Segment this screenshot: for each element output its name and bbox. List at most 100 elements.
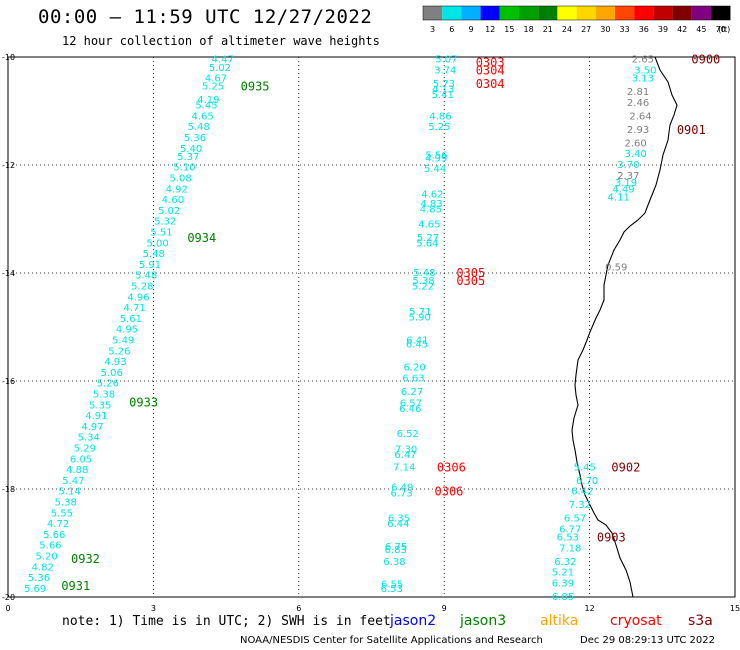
swh-value: 3.74 bbox=[434, 66, 456, 77]
swh-value: 5.41 bbox=[432, 90, 454, 101]
swh-value: 5.32 bbox=[154, 217, 176, 228]
pass-time-label: 0903 bbox=[597, 531, 626, 545]
y-tick-label: -10 bbox=[2, 53, 15, 62]
swh-value: 5.20 bbox=[35, 552, 57, 563]
colorbar-label: 27 bbox=[581, 25, 591, 34]
swh-value: 4.72 bbox=[47, 519, 69, 530]
footer-note: note: 1) Time is in UTC; 2) SWH is in fe… bbox=[62, 614, 391, 629]
swh-value: 5.07 bbox=[435, 55, 457, 66]
swh-value: 5.22 bbox=[412, 282, 434, 293]
swh-value: 4.91 bbox=[85, 411, 107, 422]
legend-entry-s3a: s3a bbox=[688, 613, 713, 629]
swh-value: 5.38 bbox=[55, 498, 77, 509]
swh-value: 5.45 bbox=[574, 462, 596, 473]
colorbar-swatch bbox=[577, 6, 596, 20]
swh-value: 4.11 bbox=[608, 192, 630, 203]
swh-value: 2.93 bbox=[627, 125, 649, 136]
x-tick-label: 12 bbox=[585, 604, 595, 613]
chart-footer: note: 1) Time is in UTC; 2) SWH is in fe… bbox=[62, 613, 715, 646]
pass-time-label: 0900 bbox=[691, 53, 720, 67]
y-tick-label: -20 bbox=[2, 593, 15, 602]
colorbar-swatch bbox=[442, 6, 461, 20]
colorbar-label: 42 bbox=[677, 25, 687, 34]
pass-time-labels: 0935093409330932093103030304030403050305… bbox=[61, 53, 720, 594]
chart-canvas: 3 6 9 12 15 18 21 24 27 30 33 36 39 42 45 70(ft) 0 3 6 9 12… bbox=[0, 0, 740, 650]
swh-value: 6.52 bbox=[397, 429, 419, 440]
swh-value: 5.00 bbox=[146, 238, 168, 249]
colorbar-label: 39 bbox=[658, 25, 668, 34]
swh-value: 5.35 bbox=[89, 400, 111, 411]
swh-value: 5.55 bbox=[51, 508, 73, 519]
colorbar-label: 6 bbox=[449, 25, 454, 34]
swh-value: 4.85 bbox=[420, 204, 442, 215]
swh-value: 5.08 bbox=[169, 174, 191, 185]
colorbar-swatch bbox=[461, 6, 480, 20]
legend-entry-cryosat: cryosat bbox=[610, 613, 662, 629]
swh-value: 4.65 bbox=[418, 219, 440, 230]
swh-value: 5.44 bbox=[424, 164, 446, 175]
swh-value: 5.47 bbox=[62, 476, 84, 487]
swh-value: 4.93 bbox=[104, 357, 126, 368]
swh-value: 2.81 bbox=[627, 87, 649, 98]
x-tick-label: 3 bbox=[151, 604, 156, 613]
swh-value: 6.27 bbox=[401, 387, 423, 398]
colorbar-swatch bbox=[481, 6, 500, 20]
swh-value: 4.60 bbox=[162, 195, 184, 206]
swh-value: 5.69 bbox=[24, 584, 46, 595]
swh-value: 4.96 bbox=[127, 292, 149, 303]
swh-value: 2.65 bbox=[632, 55, 654, 66]
swh-value: 4.65 bbox=[191, 111, 213, 122]
colorbar-unit: (ft) bbox=[718, 25, 730, 34]
swh-value: 7.18 bbox=[559, 543, 581, 554]
swh-value: 5.49 bbox=[112, 336, 134, 347]
pass-time-label: 0304 bbox=[476, 77, 505, 91]
colorbar-label: 12 bbox=[485, 25, 495, 34]
swh-value: 5.36 bbox=[184, 133, 206, 144]
swh-value: 2.46 bbox=[627, 98, 649, 109]
colorbar-swatch bbox=[557, 6, 576, 20]
swh-value: 6.57 bbox=[564, 514, 586, 525]
legend-entry-jason2: jason2 bbox=[389, 613, 436, 629]
swh-value: 6.39 bbox=[552, 579, 574, 590]
swh-value: 5.02 bbox=[158, 206, 180, 217]
colorbar-swatch bbox=[653, 6, 672, 20]
swh-value: 4.86 bbox=[429, 111, 451, 122]
swh-value: 6.70 bbox=[576, 476, 598, 487]
swh-value: 6.38 bbox=[383, 557, 405, 568]
swh-value: 3.40 bbox=[625, 149, 647, 160]
swh-value: 6.83 bbox=[385, 545, 407, 556]
swh-value: 5.25 bbox=[202, 82, 224, 93]
swh-value: 5.28 bbox=[131, 282, 153, 293]
swh-value: 5.37 bbox=[177, 152, 199, 163]
colorbar-swatch bbox=[596, 6, 615, 20]
swh-value: 5.29 bbox=[74, 444, 96, 455]
swh-value: 6.53 bbox=[557, 533, 579, 544]
pass-time-label: 0304 bbox=[476, 64, 505, 78]
axis-ticks: 0 3 6 9 12 15 -10 -12 -14 -16 -18 -20 bbox=[2, 53, 740, 613]
y-tick-label: -16 bbox=[2, 377, 15, 386]
swh-value: 5.14 bbox=[58, 487, 80, 498]
colorbar-swatch bbox=[423, 6, 442, 20]
swh-value: 6.32 bbox=[554, 557, 576, 568]
pass-time-label: 0306 bbox=[437, 460, 466, 474]
swh-value: 2.64 bbox=[629, 111, 651, 122]
x-tick-label: 6 bbox=[296, 604, 301, 613]
colorbar-swatch bbox=[673, 6, 692, 20]
swh-value: 4.97 bbox=[81, 422, 103, 433]
pass-time-label: 0902 bbox=[611, 460, 640, 474]
colorbar-label: 9 bbox=[468, 25, 473, 34]
swh-value: 5.21 bbox=[552, 568, 574, 579]
pass-time-label: 0935 bbox=[241, 80, 270, 94]
colorbar-label: 36 bbox=[639, 25, 649, 34]
swh-value: 4.82 bbox=[32, 562, 54, 573]
colorbar-swatch bbox=[634, 6, 653, 20]
swh-value: 5.48 bbox=[143, 249, 165, 260]
swh-value: 7.14 bbox=[393, 462, 415, 473]
colorbar-label: 21 bbox=[543, 25, 553, 34]
pass-time-label: 0934 bbox=[187, 231, 216, 245]
swh-value: 5.38 bbox=[93, 390, 115, 401]
swh-value: 5.45 bbox=[195, 101, 217, 112]
legend-entry-jason3: jason3 bbox=[459, 613, 506, 629]
x-tick-label: 15 bbox=[730, 604, 740, 613]
swh-value: 3.13 bbox=[632, 74, 654, 85]
